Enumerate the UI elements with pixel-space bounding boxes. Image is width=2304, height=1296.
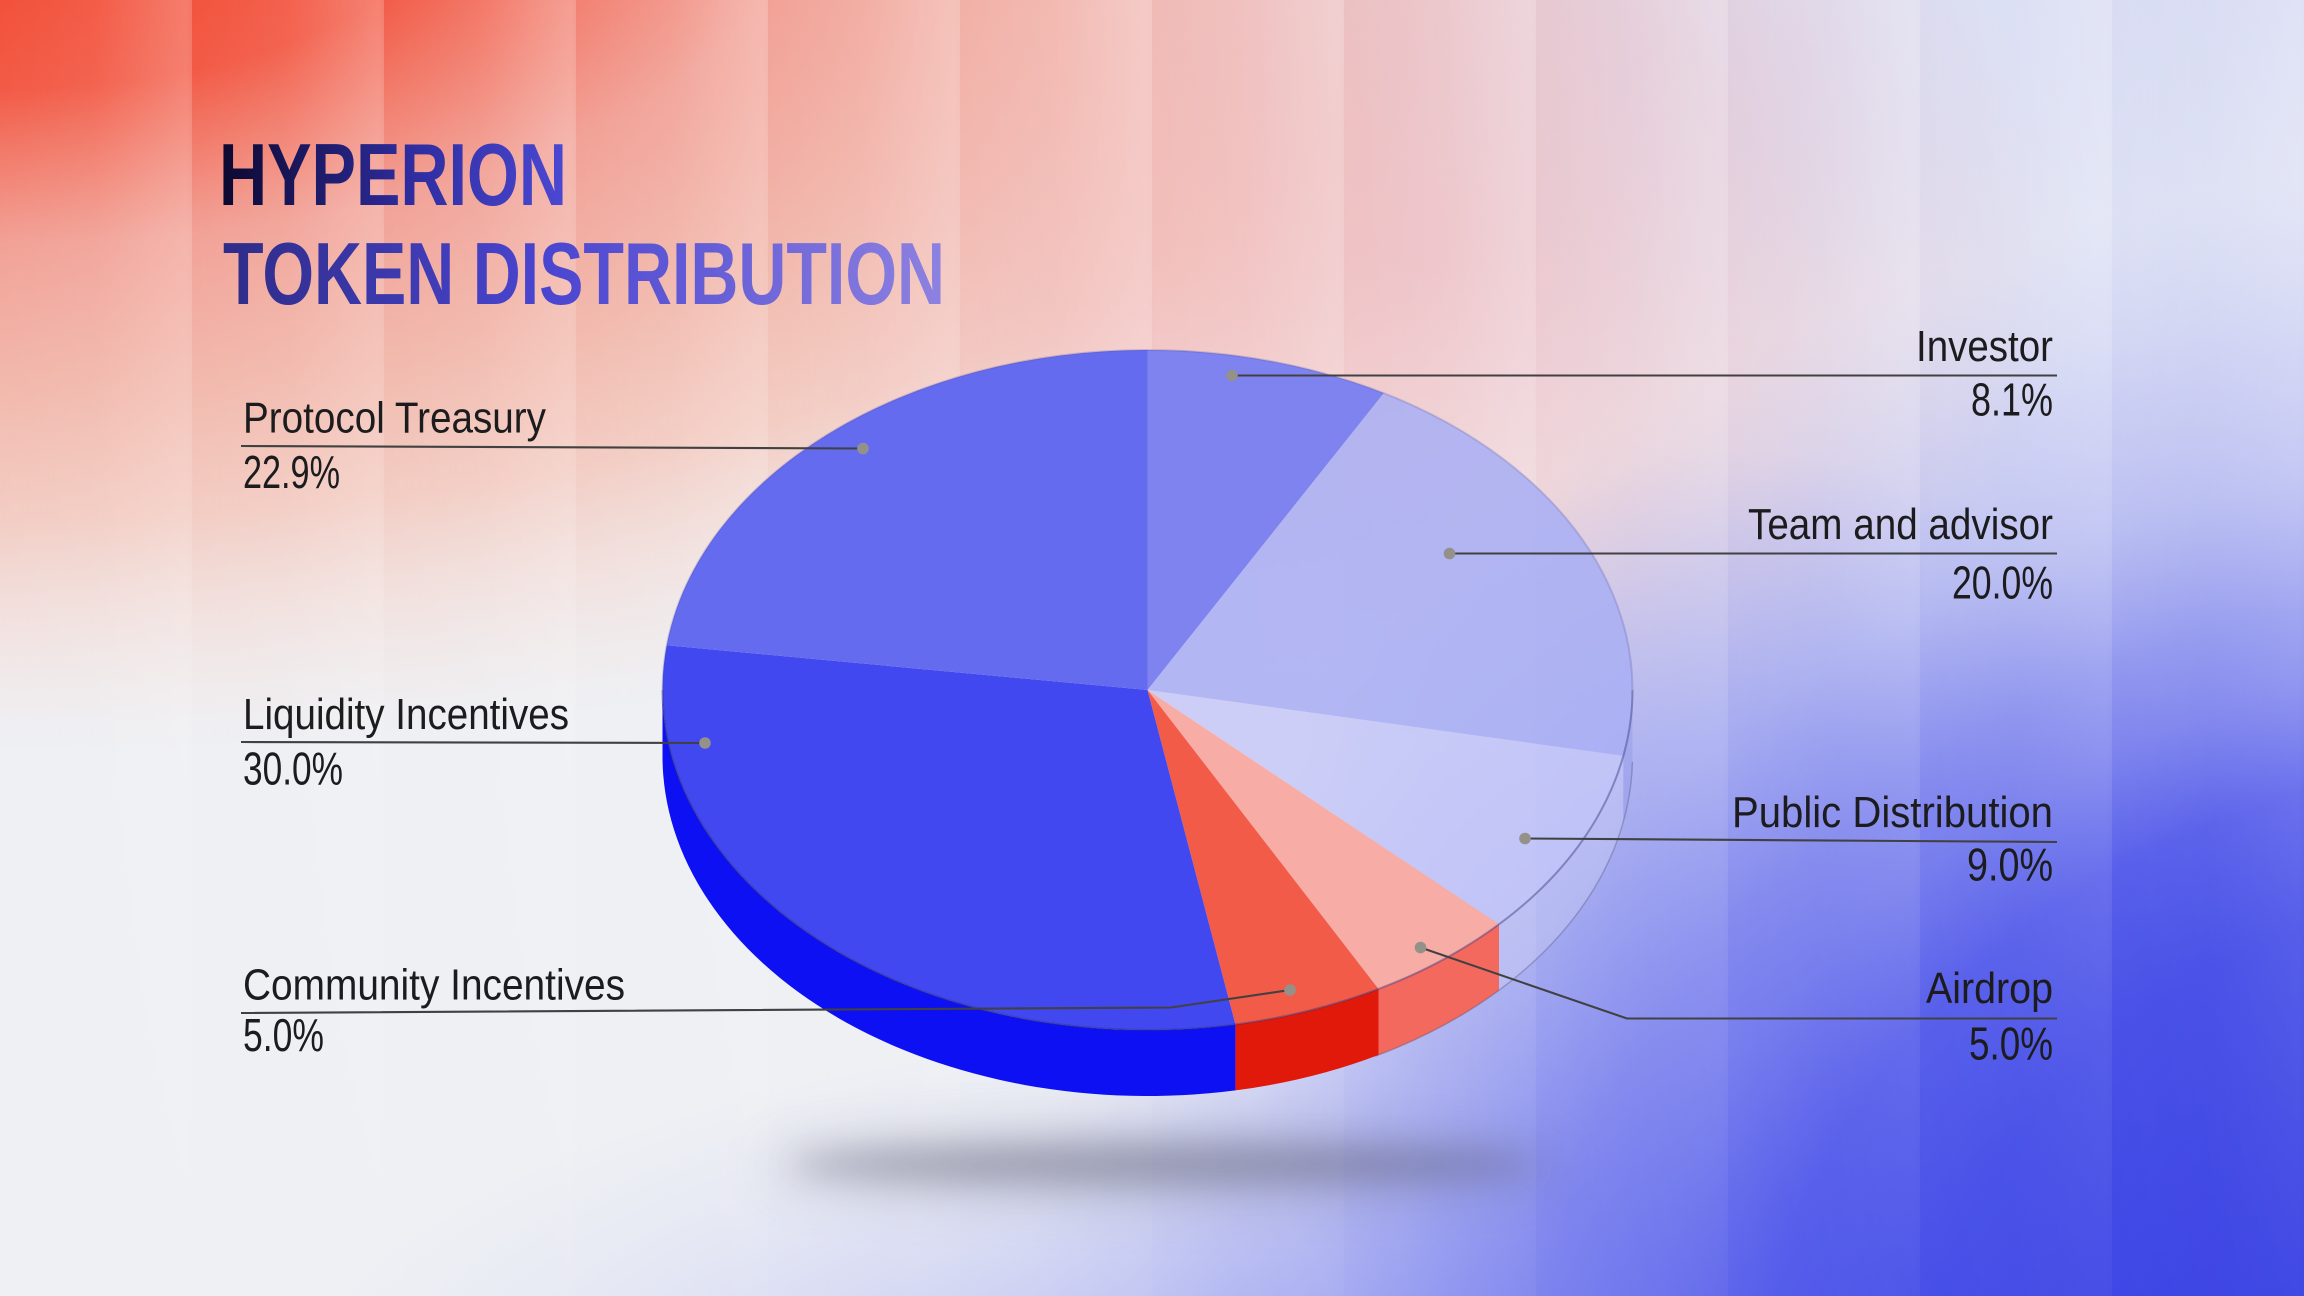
svg-text:5.0%: 5.0%: [243, 1009, 324, 1061]
svg-text:20.0%: 20.0%: [1952, 557, 2053, 609]
svg-text:22.9%: 22.9%: [243, 446, 340, 498]
svg-text:Protocol Treasury: Protocol Treasury: [243, 395, 546, 443]
svg-text:8.1%: 8.1%: [1971, 374, 2053, 426]
svg-text:Public Distribution: Public Distribution: [1732, 789, 2053, 837]
svg-text:Community Incentives: Community Incentives: [243, 962, 625, 1010]
svg-text:Team and advisor: Team and advisor: [1748, 501, 2053, 549]
svg-text:9.0%: 9.0%: [1967, 839, 2053, 891]
svg-text:HYPERION: HYPERION: [219, 125, 567, 224]
svg-text:TOKEN DISTRIBUTION: TOKEN DISTRIBUTION: [223, 224, 945, 323]
svg-text:5.0%: 5.0%: [1969, 1018, 2053, 1070]
svg-text:Liquidity Incentives: Liquidity Incentives: [243, 691, 569, 739]
svg-text:Airdrop: Airdrop: [1926, 965, 2053, 1013]
svg-text:30.0%: 30.0%: [243, 743, 343, 795]
svg-text:Investor: Investor: [1916, 323, 2053, 371]
